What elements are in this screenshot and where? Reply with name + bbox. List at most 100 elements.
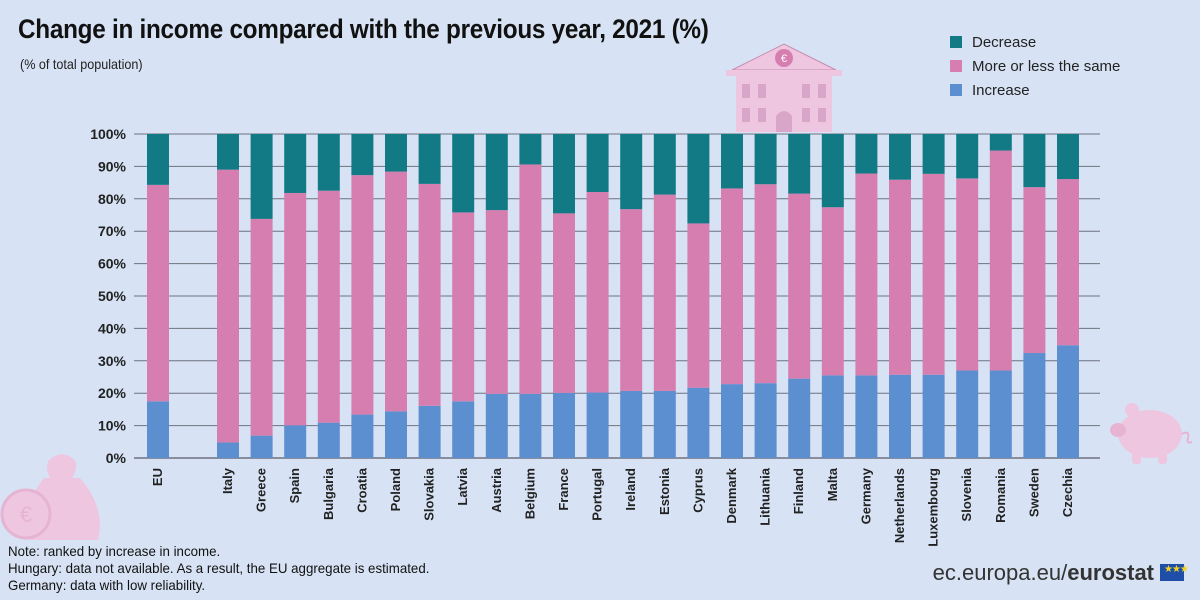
bar-more-or-less-the-same-ireland xyxy=(620,209,643,391)
legend-label: Decrease xyxy=(972,33,1037,51)
note-germany: Germany: data with low reliability. xyxy=(8,577,206,593)
x-tick-label: Slovenia xyxy=(959,467,974,521)
chart-title: Change in income compared with the previ… xyxy=(18,14,709,44)
note-hungary: Hungary: data not available. As a result… xyxy=(8,560,430,576)
x-axis-tick-labels: EU Italy Greece Spain Bulgaria Croatia Poland S… xyxy=(150,467,1075,547)
x-tick-label: Czechia xyxy=(1060,467,1075,517)
legend: Decrease More or less the same Increase xyxy=(950,30,1120,102)
bar-more-or-less-the-same-netherlands xyxy=(889,179,911,375)
bar-increase-italy xyxy=(217,442,239,458)
legend-item: More or less the same xyxy=(950,54,1120,78)
x-tick-label: Malta xyxy=(825,467,840,501)
x-tick-label: Portugal xyxy=(590,468,605,521)
bar-increase-malta xyxy=(821,375,844,458)
piggy-bank-illustration xyxy=(1110,403,1193,464)
bar-decrease-croatia xyxy=(351,134,374,176)
y-tick-label: 90% xyxy=(98,158,127,174)
brand-prefix: ec.europa.eu/ xyxy=(932,560,1068,585)
bar-more-or-less-the-same-bulgaria xyxy=(317,190,340,423)
x-tick-label: Poland xyxy=(388,468,403,511)
bar-decrease-spain xyxy=(284,134,307,193)
legend-swatch xyxy=(950,84,962,96)
chart-subtitle: (% of total population) xyxy=(20,56,143,72)
bar-decrease-cyprus xyxy=(687,134,710,224)
y-tick-label: 0% xyxy=(106,450,127,466)
y-tick-label: 50% xyxy=(98,288,127,304)
bar-decrease-netherlands xyxy=(889,134,911,180)
note-ranking: Note: ranked by increase in income. xyxy=(8,543,221,559)
bar-increase-spain xyxy=(284,425,307,458)
bar-more-or-less-the-same-lithuania xyxy=(754,184,777,384)
eu-flag-icon: ★★★ xyxy=(1160,564,1189,581)
legend-label: Increase xyxy=(972,81,1030,99)
bar-more-or-less-the-same-croatia xyxy=(351,175,374,415)
bar-decrease-luxembourg xyxy=(922,134,945,174)
bar-more-or-less-the-same-malta xyxy=(821,207,844,376)
legend-swatch xyxy=(950,36,962,48)
bar-decrease-lithuania xyxy=(754,134,777,185)
bar-increase-netherlands xyxy=(889,374,911,458)
x-tick-label: EU xyxy=(150,468,165,486)
y-tick-label: 40% xyxy=(98,320,127,336)
bar-increase-slovakia xyxy=(418,405,441,458)
bar-increase-estonia xyxy=(653,390,676,458)
bar-decrease-belgium xyxy=(519,134,542,165)
x-tick-label: Italy xyxy=(220,467,235,494)
bar-increase-germany xyxy=(855,375,878,458)
bar-more-or-less-the-same-cyprus xyxy=(687,223,710,388)
y-tick-label: 70% xyxy=(98,223,127,239)
y-axis-tick-labels: 0% 10% 20% 30% 40% 50% 60% 70% 80% 90% 100% xyxy=(90,126,126,466)
x-tick-label: Denmark xyxy=(724,467,739,523)
x-tick-label: Slovakia xyxy=(422,467,437,521)
bar-more-or-less-the-same-belgium xyxy=(519,164,542,394)
x-tick-label: Bulgaria xyxy=(321,467,336,520)
y-tick-label: 60% xyxy=(98,256,127,272)
bar-increase-croatia xyxy=(351,414,374,458)
bar-increase-eu xyxy=(147,401,169,458)
bar-decrease-eu xyxy=(147,134,169,185)
bar-increase-lithuania xyxy=(754,383,777,458)
bar-decrease-italy xyxy=(217,134,239,170)
bar-more-or-less-the-same-estonia xyxy=(653,194,676,391)
x-tick-label: Latvia xyxy=(455,467,470,505)
bar-more-or-less-the-same-romania xyxy=(989,150,1012,371)
legend-label: More or less the same xyxy=(972,57,1121,75)
bar-decrease-france xyxy=(553,134,575,214)
x-tick-label: Luxembourg xyxy=(926,468,941,547)
gridlines xyxy=(134,133,1100,459)
legend-swatch xyxy=(950,60,962,72)
legend-item: Increase xyxy=(950,78,1120,102)
bar-more-or-less-the-same-slovakia xyxy=(418,183,441,406)
bar-decrease-denmark xyxy=(721,134,743,189)
euro-symbol: € xyxy=(781,53,787,65)
bar-more-or-less-the-same-eu xyxy=(147,184,169,402)
bar-more-or-less-the-same-austria xyxy=(485,210,508,394)
bar-decrease-finland xyxy=(788,134,811,194)
x-tick-label: Spain xyxy=(287,468,302,503)
y-tick-label: 80% xyxy=(98,191,127,207)
bar-more-or-less-the-same-latvia xyxy=(452,212,475,402)
bar-decrease-greece xyxy=(250,134,273,219)
brand-name: eurostat xyxy=(1067,560,1154,585)
bar-increase-bulgaria xyxy=(317,422,340,458)
bar-more-or-less-the-same-spain xyxy=(284,192,307,426)
bar-decrease-czechia xyxy=(1057,134,1079,180)
bar-decrease-bulgaria xyxy=(317,134,340,191)
bar-decrease-romania xyxy=(989,134,1012,151)
bar-increase-slovenia xyxy=(956,370,979,458)
x-tick-label: Lithuania xyxy=(758,467,773,526)
bar-increase-czechia xyxy=(1057,345,1079,458)
x-tick-label: Germany xyxy=(858,467,873,524)
x-tick-label: Estonia xyxy=(657,467,672,515)
bars xyxy=(147,134,1079,458)
bar-more-or-less-the-same-italy xyxy=(217,169,239,443)
bar-more-or-less-the-same-greece xyxy=(250,218,273,436)
eurostat-brand[interactable]: ec.europa.eu/eurostat xyxy=(933,560,1154,586)
bar-increase-cyprus xyxy=(687,387,710,458)
bar-more-or-less-the-same-poland xyxy=(385,171,407,412)
x-tick-label: Sweden xyxy=(1026,468,1041,517)
x-tick-label: Ireland xyxy=(623,468,638,511)
bar-increase-portugal xyxy=(586,392,609,458)
bar-increase-greece xyxy=(250,435,273,458)
